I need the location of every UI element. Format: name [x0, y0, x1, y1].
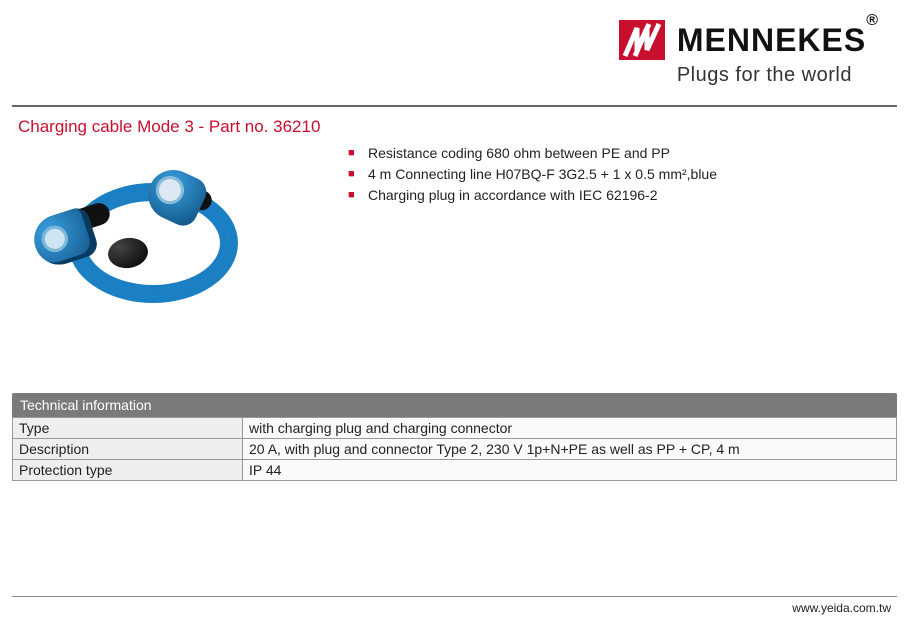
- page-title: Charging cable Mode 3 - Part no. 36210: [0, 113, 909, 143]
- feature-list: Resistance coding 680 ohm between PE and…: [318, 143, 897, 206]
- brand-row: MENNEKES®: [619, 20, 879, 60]
- spec-table: Technical information Type with charging…: [12, 393, 897, 481]
- footer-url: www.yeida.com.tw: [792, 601, 891, 615]
- table-row: Description 20 A, with plug and connecto…: [13, 439, 897, 460]
- footer-divider: [12, 596, 897, 597]
- brand-block: MENNEKES® Plugs for the world: [619, 20, 879, 87]
- feature-item: Charging plug in accordance with IEC 621…: [348, 185, 897, 206]
- brand-tagline: Plugs for the world: [677, 64, 852, 87]
- divider: [12, 105, 897, 107]
- brand-logo-icon: [619, 20, 665, 60]
- spec-value: IP 44: [243, 460, 897, 481]
- table-row: Protection type IP 44: [13, 460, 897, 481]
- table-row: Type with charging plug and charging con…: [13, 418, 897, 439]
- spec-value: 20 A, with plug and connector Type 2, 23…: [243, 439, 897, 460]
- spec-value: with charging plug and charging connecto…: [243, 418, 897, 439]
- content-row: Resistance coding 680 ohm between PE and…: [0, 143, 909, 333]
- brand-registered: ®: [866, 12, 879, 29]
- spec-label: Protection type: [13, 460, 243, 481]
- brand-name-text: MENNEKES: [677, 22, 866, 58]
- feature-item: 4 m Connecting line H07BQ-F 3G2.5 + 1 x …: [348, 164, 897, 185]
- brand-name: MENNEKES®: [677, 22, 879, 59]
- spec-label: Type: [13, 418, 243, 439]
- table-header: Technical information: [12, 393, 897, 417]
- product-image: [18, 153, 318, 333]
- feature-item: Resistance coding 680 ohm between PE and…: [348, 143, 897, 164]
- spec-label: Description: [13, 439, 243, 460]
- table-body: Type with charging plug and charging con…: [12, 417, 897, 481]
- header: MENNEKES® Plugs for the world: [0, 0, 909, 97]
